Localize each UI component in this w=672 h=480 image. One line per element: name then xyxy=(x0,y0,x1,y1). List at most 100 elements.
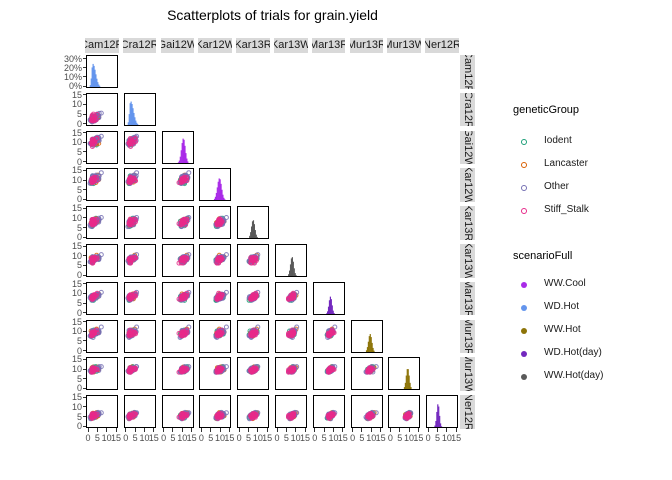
x-axis-label: 5 xyxy=(246,433,252,444)
x-axis-label: 5 xyxy=(283,433,289,444)
strip-label: Mur13R xyxy=(461,319,474,354)
axis-tick xyxy=(82,264,86,266)
axis-tick xyxy=(82,169,86,171)
axis-tick xyxy=(181,428,183,432)
y-axis-label: 15 xyxy=(71,278,82,289)
y-axis-label: 15 xyxy=(71,165,82,176)
axis-tick xyxy=(143,428,145,432)
strip-label: Mur13W xyxy=(461,357,474,391)
axis-tick xyxy=(163,428,165,432)
x-axis-label: 10 xyxy=(328,433,339,444)
y-axis-label: 0 xyxy=(76,307,82,318)
plot-title: Scatterplots of trials for grain.yield xyxy=(167,7,378,23)
y-axis-label: 5 xyxy=(76,184,82,195)
scatter-panel-Mar13R-vs-Kar12W xyxy=(199,281,232,315)
scatter-panel-Ner12R-vs-Mur13R xyxy=(350,395,383,429)
x-axis-label: 10 xyxy=(404,433,415,444)
x-axis-label: 10 xyxy=(177,433,188,444)
scatter-panel-Kar13W-vs-Kar13R xyxy=(237,244,270,277)
wd-hot-day-point-icon xyxy=(521,350,527,357)
legend-label: WW.Hot xyxy=(544,324,581,335)
x-axis-label: 0 xyxy=(85,433,91,444)
legend-label: Other xyxy=(544,181,570,192)
scatter-panel-Gai12W-vs-Cra12R xyxy=(123,130,156,164)
axis-tick xyxy=(82,85,86,87)
axis-tick xyxy=(332,428,334,432)
axis-tick xyxy=(266,428,268,432)
histogram-panel-Kar13W xyxy=(275,244,307,277)
x-axis-label: 5 xyxy=(132,433,138,444)
axis-tick xyxy=(82,387,86,389)
scatter-panel-Kar13R-vs-Cra12R xyxy=(123,206,156,240)
axis-tick xyxy=(380,428,382,432)
x-axis-label: 10 xyxy=(366,433,377,444)
strip-label: Kar13W xyxy=(461,244,474,278)
top-strip-Kar12W: Kar12W xyxy=(198,38,232,53)
scatter-panel-Kar12W-vs-Gai12W xyxy=(161,168,194,202)
strip-label: Kar13R xyxy=(236,38,270,51)
legend-label: WD.Hot(day) xyxy=(544,347,602,358)
y-axis-label: 5 xyxy=(76,260,82,271)
histogram-panel-Cra12R xyxy=(123,92,156,126)
axis-tick xyxy=(276,428,278,432)
scatter-panel-Mur13R-vs-Cra12R xyxy=(123,319,156,353)
x-axis-label: 0 xyxy=(312,433,318,444)
strip-label: Cam12R xyxy=(85,38,119,51)
y-axis-label: 15 xyxy=(71,203,82,214)
axis-tick xyxy=(219,428,221,432)
histogram-panel-Ner12R xyxy=(426,395,459,429)
y-axis-label: 0 xyxy=(76,156,82,167)
x-axis-label: 15 xyxy=(337,433,348,444)
y-axis-label: 0 xyxy=(76,421,82,432)
axis-tick xyxy=(153,428,155,432)
scatter-panel-Mar13R-vs-Cra12R xyxy=(123,281,156,315)
legend-label: WD.Hot xyxy=(544,301,579,312)
axis-tick xyxy=(427,428,429,432)
scatter-panel-Ner12R-vs-Cam12R xyxy=(86,395,118,429)
axis-tick xyxy=(82,58,86,60)
y-axis-label: 5 xyxy=(76,298,82,309)
axis-tick xyxy=(82,416,86,418)
axis-tick xyxy=(82,255,86,257)
axis-tick xyxy=(361,428,363,432)
axis-tick xyxy=(82,292,86,294)
y-axis-label: 0 xyxy=(76,345,82,356)
axis-tick xyxy=(82,151,86,153)
axis-tick xyxy=(82,425,86,427)
x-axis-label: 15 xyxy=(413,433,424,444)
axis-tick xyxy=(304,428,306,432)
y-axis-label: 15 xyxy=(71,241,82,251)
axis-tick xyxy=(82,330,86,332)
right-strip-Kar13W: Kar13W xyxy=(460,244,475,278)
scatter-panel-Kar12W-vs-Cra12R xyxy=(123,168,156,202)
right-strip-Mur13R: Mur13R xyxy=(460,319,475,354)
x-axis-label: 15 xyxy=(299,433,310,444)
lancaster-point-icon xyxy=(521,162,527,168)
x-axis-label: 0 xyxy=(387,433,393,444)
axis-tick xyxy=(408,428,410,432)
scatter-panel-Gai12W-vs-Cam12R xyxy=(86,130,118,164)
scatter-panel-Mar13R-vs-Kar13W xyxy=(275,281,307,315)
scatter-panel-Mur13W-vs-Kar12W xyxy=(199,357,232,391)
axis-tick xyxy=(389,428,391,432)
ww-hot-day-point-icon xyxy=(521,373,527,380)
y-axis-label: 10 xyxy=(71,250,82,261)
y-axis-label: 0 xyxy=(76,118,82,129)
y-axis-label: 5 xyxy=(76,411,82,422)
histogram-panel-Cam12R xyxy=(86,55,118,88)
x-axis-label: 15 xyxy=(148,433,159,444)
axis-tick xyxy=(295,428,297,432)
axis-tick xyxy=(82,283,86,285)
right-strip-Kar12W: Kar12W xyxy=(460,168,475,202)
axis-tick xyxy=(437,428,439,432)
axis-tick xyxy=(352,428,354,432)
strip-label: Cra12R xyxy=(122,38,157,51)
axis-tick xyxy=(200,428,202,432)
x-axis-label: 0 xyxy=(425,433,431,444)
y-axis-label: 15 xyxy=(71,89,82,100)
genetic-group-legend-title: geneticGroup xyxy=(513,104,580,116)
strip-label: Kar12W xyxy=(461,168,474,202)
strip-label: Mur13W xyxy=(387,38,421,51)
axis-tick xyxy=(455,428,457,432)
axis-tick xyxy=(446,428,448,432)
